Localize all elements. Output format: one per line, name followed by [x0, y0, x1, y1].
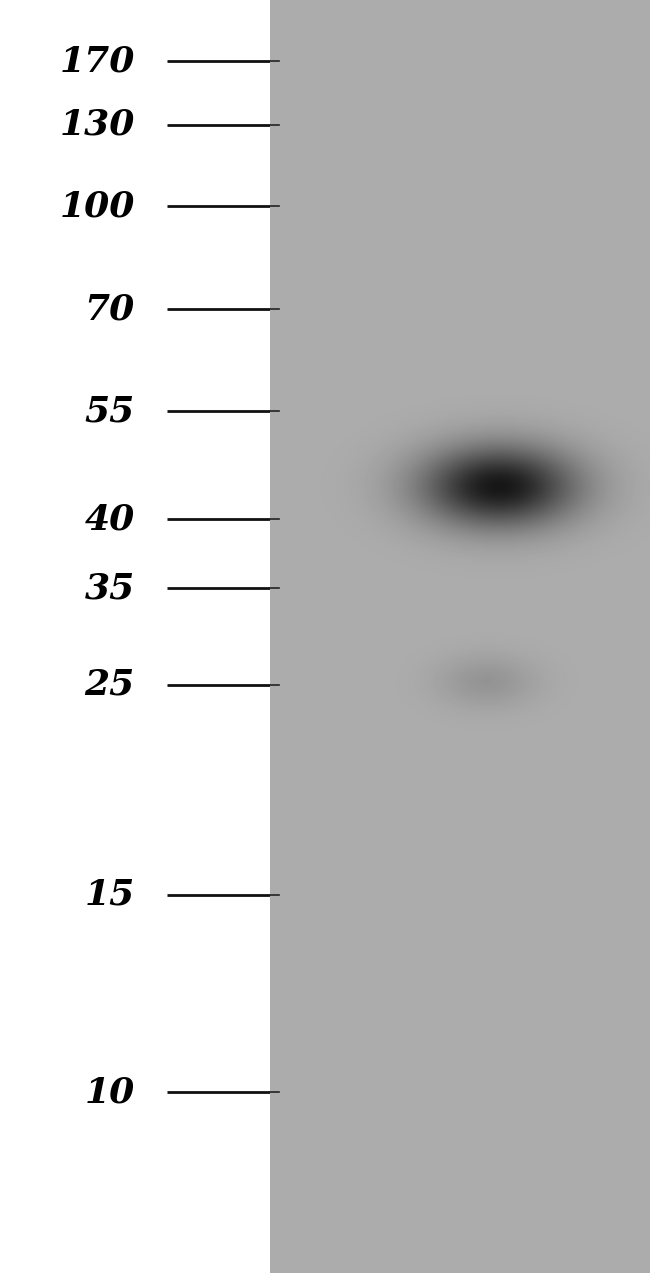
Text: 100: 100 [60, 190, 135, 223]
Text: 130: 130 [60, 108, 135, 141]
Text: 35: 35 [84, 572, 135, 605]
Text: 25: 25 [84, 668, 135, 701]
Text: 70: 70 [84, 293, 135, 326]
Text: 55: 55 [84, 395, 135, 428]
Text: 10: 10 [84, 1076, 135, 1109]
Text: 40: 40 [84, 503, 135, 536]
Text: 15: 15 [84, 878, 135, 911]
Text: 170: 170 [60, 45, 135, 78]
